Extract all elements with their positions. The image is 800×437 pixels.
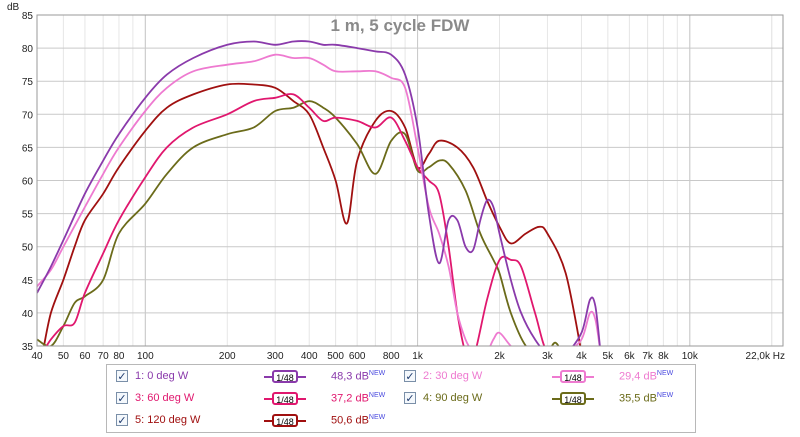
x-tick-label: 3k [542, 351, 554, 362]
y-tick-label: 70 [22, 110, 34, 121]
y-axis-ticks: 35 40 45 50 55 60 65 70 75 80 85 [22, 11, 34, 353]
smoothing-box: 1/48 [272, 414, 298, 427]
legend-item-90-deg: ✓ 4: 90 deg W 1/48 35,5 dBNEW [404, 390, 684, 408]
legend-panel: ✓ 1: 0 deg W 1/48 48,3 dBNEW ✓ 2: 30 deg… [106, 364, 696, 433]
x-axis-ticks: 40 50 60 70 80 100 200 300 400 500 600 800 1k 2k 3k 4k 5… [31, 351, 785, 362]
new-tag: NEW [368, 392, 386, 399]
smoothing-box: 1/48 [560, 370, 586, 383]
plot-frame [36, 14, 784, 347]
legend-value-text: 29,4 dB [619, 370, 657, 383]
x-tick-label: 800 [383, 351, 400, 362]
smoothing-swatch[interactable]: 1/48 [552, 390, 594, 408]
legend-value: 48,3 dBNEW [331, 370, 385, 383]
x-tick-label: 500 [327, 351, 344, 362]
legend-value-text: 50,6 dB [331, 414, 369, 427]
smoothing-swatch[interactable]: 1/48 [552, 368, 594, 386]
smoothing-box: 1/48 [272, 370, 298, 383]
legend-item-120-deg: ✓ 5: 120 deg W 1/48 50,6 dBNEW [116, 412, 386, 430]
legend-label: 1: 0 deg W [135, 370, 189, 382]
x-tick-label: 8k [658, 351, 670, 362]
chart-title: 1 m, 5 cycle FDW [331, 16, 471, 35]
smoothing-box: 1/48 [560, 392, 586, 405]
x-tick-label: 600 [349, 351, 366, 362]
legend-value: 35,5 dBNEW [619, 392, 673, 405]
smoothing-swatch[interactable]: 1/48 [264, 390, 306, 408]
legend-checkbox-0-deg[interactable]: ✓ [116, 370, 128, 383]
legend-item-0-deg: ✓ 1: 0 deg W 1/48 48,3 dBNEW [116, 368, 386, 386]
x-tick-label: 5k [603, 351, 615, 362]
y-tick-label: 35 [22, 342, 34, 353]
curve-5-120-deg-w [43, 82, 582, 346]
legend-checkbox-120-deg[interactable]: ✓ [116, 414, 128, 427]
x-tick-label: 40 [31, 351, 43, 362]
y-tick-label: 40 [22, 309, 34, 320]
x-tick-label: 200 [219, 351, 236, 362]
x-tick-label: 60 [79, 351, 91, 362]
new-tag: NEW [368, 414, 386, 421]
x-tick-label: 7k [642, 351, 654, 362]
legend-label: 5: 120 deg W [135, 414, 201, 426]
y-axis-label: dB [7, 2, 20, 13]
x-tick-label: 70 [98, 351, 110, 362]
legend-checkbox-60-deg[interactable]: ✓ [116, 392, 128, 405]
y-tick-label: 85 [22, 11, 34, 22]
y-tick-label: 65 [22, 143, 34, 154]
legend-item-30-deg: ✓ 2: 30 deg W 1/48 29,4 dBNEW [404, 368, 684, 386]
y-tick-label: 60 [22, 177, 34, 188]
curve-4-90-deg-w [37, 100, 560, 346]
x-tick-label: 400 [301, 351, 318, 362]
curves [37, 40, 601, 346]
y-tick-label: 45 [22, 276, 34, 287]
curve-1-0-deg-w [37, 40, 601, 346]
legend-value-text: 37,2 dB [331, 392, 369, 405]
legend-value-text: 35,5 dB [619, 392, 657, 405]
x-tick-label: 50 [58, 351, 70, 362]
legend-value: 50,6 dBNEW [331, 414, 385, 427]
legend-checkbox-30-deg[interactable]: ✓ [404, 370, 416, 383]
smoothing-swatch[interactable]: 1/48 [264, 368, 306, 386]
legend-item-60-deg: ✓ 3: 60 deg W 1/48 37,2 dBNEW [116, 390, 386, 408]
x-tick-label: 1k [412, 351, 424, 362]
x-tick-label: 80 [113, 351, 125, 362]
legend-value: 37,2 dBNEW [331, 392, 385, 405]
x-tick-label: 6k [624, 351, 636, 362]
legend-value: 29,4 dBNEW [619, 370, 673, 383]
x-tick-label: 4k [576, 351, 588, 362]
smoothing-box: 1/48 [272, 392, 298, 405]
new-tag: NEW [656, 392, 674, 399]
legend-value-text: 48,3 dB [331, 370, 369, 383]
smoothing-swatch[interactable]: 1/48 [264, 412, 306, 430]
new-tag: NEW [368, 370, 386, 377]
y-tick-label: 50 [22, 243, 34, 254]
y-tick-label: 75 [22, 77, 34, 88]
new-tag: NEW [656, 370, 674, 377]
legend-label: 4: 90 deg W [423, 392, 483, 404]
y-tick-label: 80 [22, 44, 34, 55]
curve-2-30-deg-w [37, 53, 601, 346]
x-tick-label: 100 [137, 351, 154, 362]
x-tick-label: 10k [682, 351, 699, 362]
x-tick-label: 2k [494, 351, 506, 362]
x-tick-label: 22,0k Hz [746, 351, 785, 362]
y-tick-label: 55 [22, 210, 34, 221]
legend-label: 2: 30 deg W [423, 370, 483, 382]
curve-3-60-deg-w [45, 93, 546, 346]
chart-grid [37, 14, 783, 347]
x-tick-label: 300 [267, 351, 284, 362]
legend-label: 3: 60 deg W [135, 392, 195, 404]
legend-checkbox-90-deg[interactable]: ✓ [404, 392, 416, 405]
